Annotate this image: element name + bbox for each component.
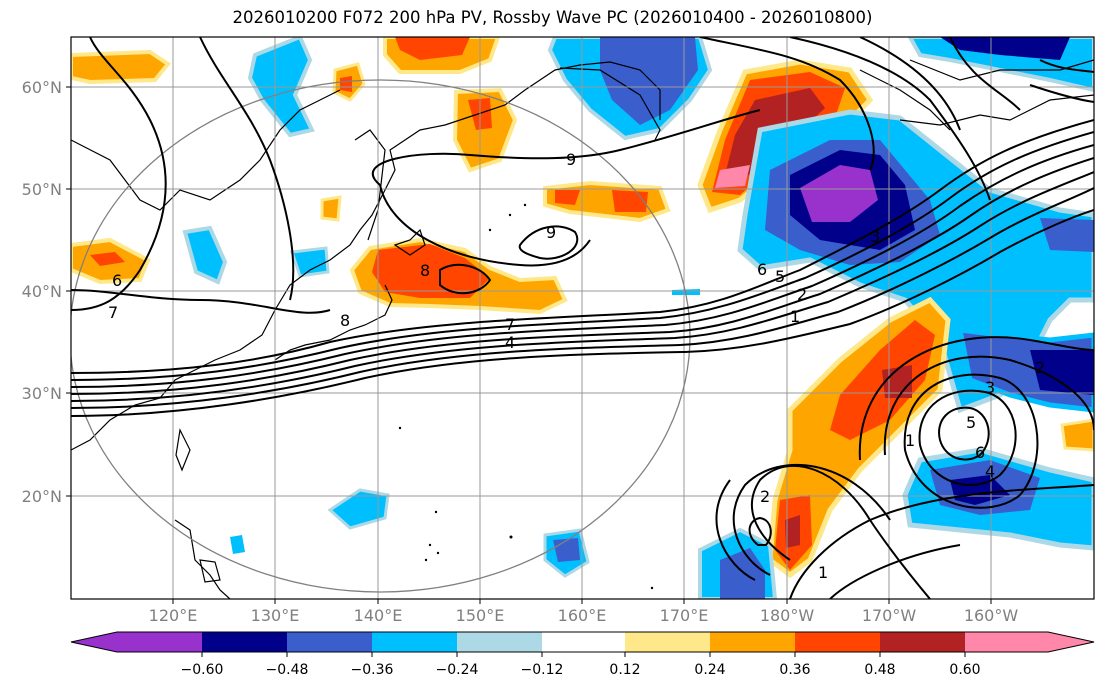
- colorbar-tick-label: −0.12: [520, 662, 564, 678]
- colorbar-segment: [795, 632, 880, 652]
- negative-anomaly: [247, 37, 315, 138]
- colorbar-tick-label: 0.12: [609, 662, 641, 678]
- positive-anomaly: [320, 195, 342, 222]
- lat-label: 40°N: [21, 282, 62, 301]
- lon-label: 180°W: [759, 606, 815, 625]
- negative-anomaly: [800, 165, 878, 222]
- colorbar-tick-label: −0.36: [350, 662, 394, 678]
- colorbar-segment: [457, 632, 542, 652]
- negative-anomaly: [600, 37, 698, 125]
- contour-label: 7: [108, 303, 118, 322]
- colorbar-segment: [202, 632, 287, 652]
- lat-label: 50°N: [21, 180, 62, 199]
- shading-layer: [71, 37, 1094, 599]
- colorbar-segment: [287, 632, 372, 652]
- colorbar-segment: [542, 632, 625, 652]
- positive-anomaly: [612, 190, 648, 212]
- contour-label: 2: [1035, 358, 1045, 377]
- negative-anomaly: [230, 535, 245, 554]
- contour-label: 4: [505, 333, 515, 352]
- lat-label: 20°N: [21, 487, 62, 506]
- positive-anomaly: [1060, 418, 1094, 452]
- colorbar-tick-label: −0.24: [435, 662, 479, 678]
- contour-label: 9: [566, 150, 576, 169]
- colorbar: [70, 631, 1095, 657]
- contour-label: 5: [966, 413, 976, 432]
- negative-anomaly: [1030, 350, 1094, 395]
- positive-anomaly: [90, 252, 125, 266]
- negative-anomaly: [940, 37, 1070, 60]
- contour-label: 7: [505, 315, 515, 334]
- contour-label: 6: [112, 271, 122, 290]
- contour-label: 6: [757, 260, 767, 279]
- lon-label: 170°W: [861, 606, 917, 625]
- lat-label: 30°N: [21, 384, 62, 403]
- positive-anomaly: [555, 190, 580, 205]
- coastlines: [71, 59, 1094, 599]
- colorbar-tick-label: −0.60: [180, 662, 224, 678]
- contour-label: 2: [797, 285, 807, 304]
- positive-anomaly: [715, 165, 750, 188]
- positive-anomaly: [830, 320, 935, 440]
- lon-label: 140°E: [353, 606, 403, 625]
- colorbar-segment: [372, 632, 457, 652]
- contour-label: 3: [985, 378, 995, 397]
- contour-label: 2: [760, 487, 770, 506]
- axis-ticks: [66, 86, 992, 604]
- lon-label: 170°E: [659, 606, 709, 625]
- colorbar-segment: [625, 632, 710, 652]
- positive-anomaly: [395, 37, 470, 60]
- negative-anomaly: [289, 246, 330, 278]
- lon-label: 160°E: [557, 606, 607, 625]
- colorbar-segment: [965, 632, 1094, 652]
- colorbar-tick-label: −0.48: [265, 662, 309, 678]
- positive-anomaly: [71, 49, 171, 85]
- colorbar-tick-label: 0.60: [949, 662, 981, 678]
- negative-anomaly: [950, 475, 1010, 505]
- contour-label: 1: [818, 563, 828, 582]
- contour-label: 1: [905, 431, 915, 450]
- colorbar-tick-label: 0.24: [694, 662, 726, 678]
- positive-anomaly: [372, 244, 490, 298]
- positive-anomaly: [340, 76, 352, 92]
- positive-anomaly: [785, 515, 800, 548]
- contour-label: 3: [870, 227, 880, 246]
- contour-label: 9: [546, 223, 556, 242]
- lon-label: 160°W: [963, 606, 1019, 625]
- contour-label: 1: [790, 307, 800, 326]
- lon-label: 150°E: [455, 606, 505, 625]
- negative-anomaly: [327, 488, 390, 530]
- colorbar-tick-label: 0.36: [779, 662, 811, 678]
- lat-label: 60°N: [21, 78, 62, 97]
- positive-anomaly: [452, 87, 518, 173]
- contour-label: 8: [340, 311, 350, 330]
- colorbar-segment: [880, 632, 965, 652]
- islands: [398, 203, 654, 590]
- colorbar-segment: [710, 632, 795, 652]
- contour-labels: 9 9 8 8 7 7 6 6 5 5 4 4 3 3 2 2 2 1 1 1 …: [108, 150, 1045, 582]
- contour-label: 5: [775, 267, 785, 286]
- graticule: [71, 37, 1094, 599]
- lon-label: 130°E: [250, 606, 300, 625]
- negative-anomaly: [1040, 218, 1094, 252]
- colorbar-segment: [71, 632, 202, 652]
- contour-label: 8: [420, 261, 430, 280]
- contour-label: 4: [985, 462, 995, 481]
- lon-label: 120°E: [148, 606, 198, 625]
- negative-anomaly: [182, 225, 228, 285]
- map-title: 2026010200 F072 200 hPa PV, Rossby Wave …: [232, 8, 873, 27]
- pv-contours: [71, 37, 1094, 599]
- colorbar-tick-label: 0.48: [864, 662, 896, 678]
- contour-label: 6: [975, 443, 985, 462]
